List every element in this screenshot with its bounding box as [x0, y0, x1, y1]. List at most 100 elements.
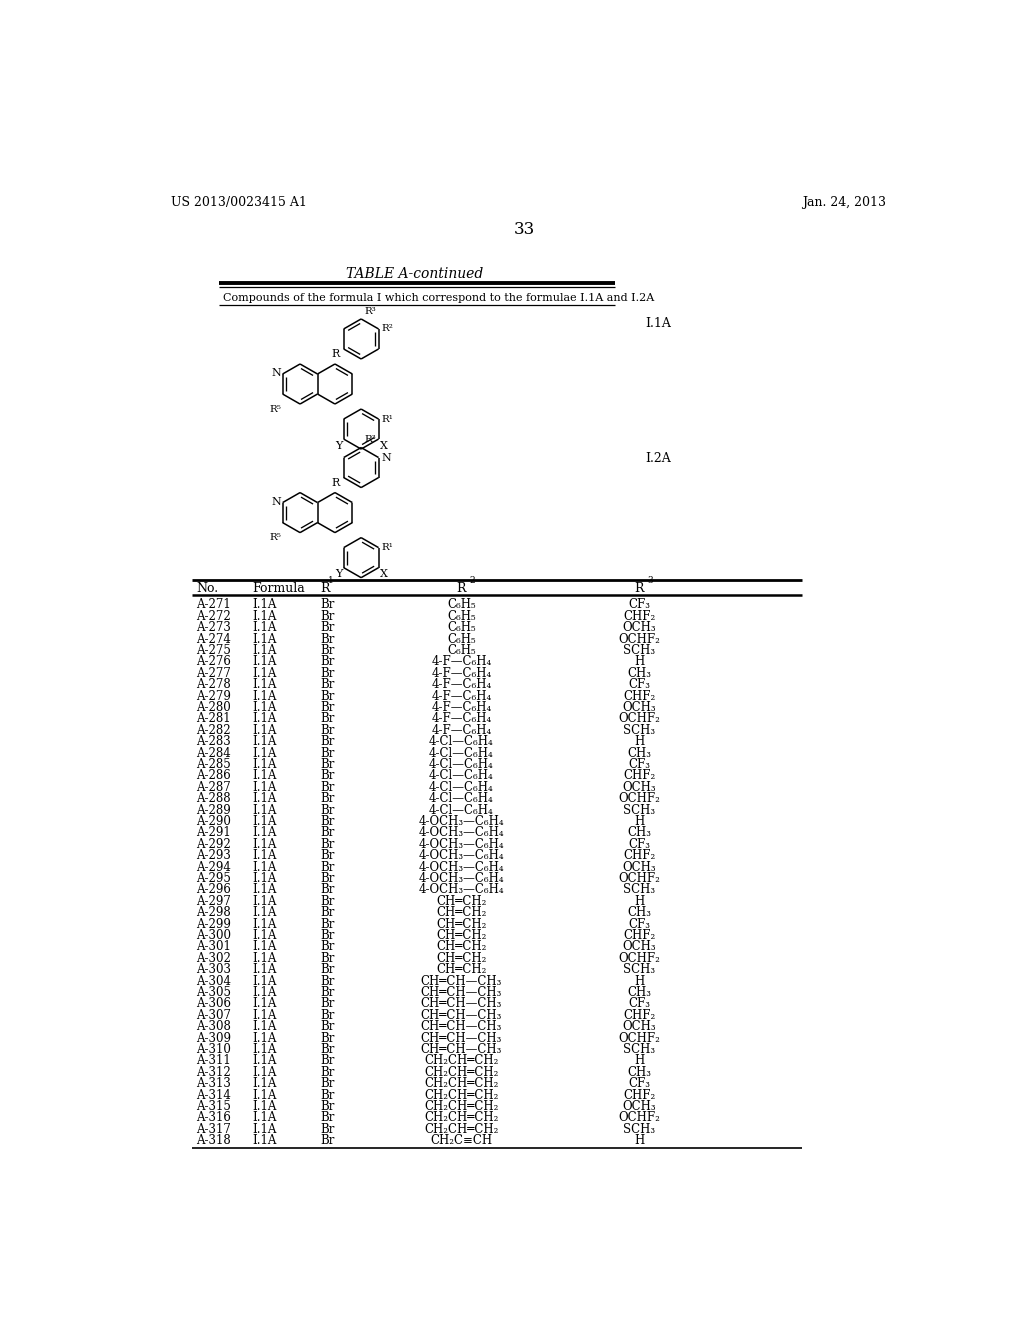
- Text: A-293: A-293: [197, 849, 231, 862]
- Text: 33: 33: [514, 220, 536, 238]
- Text: A-308: A-308: [197, 1020, 231, 1034]
- Text: A-279: A-279: [197, 689, 231, 702]
- Text: Br: Br: [321, 632, 335, 645]
- Text: CH═CH—CH₃: CH═CH—CH₃: [421, 986, 502, 999]
- Text: Br: Br: [321, 838, 335, 851]
- Text: Br: Br: [321, 1111, 335, 1125]
- Text: Br: Br: [321, 770, 335, 783]
- Text: Br: Br: [321, 701, 335, 714]
- Text: SCH₃: SCH₃: [624, 964, 655, 977]
- Text: OCH₃: OCH₃: [623, 861, 656, 874]
- Text: Br: Br: [321, 849, 335, 862]
- Text: N: N: [271, 368, 281, 379]
- Text: Br: Br: [321, 1008, 335, 1022]
- Text: 4-Cl—C₆H₄: 4-Cl—C₆H₄: [429, 792, 494, 805]
- Text: 4-OCH₃—C₆H₄: 4-OCH₃—C₆H₄: [419, 883, 504, 896]
- Text: CH═CH—CH₃: CH═CH—CH₃: [421, 1043, 502, 1056]
- Text: Br: Br: [321, 826, 335, 840]
- Text: 4-OCH₃—C₆H₄: 4-OCH₃—C₆H₄: [419, 849, 504, 862]
- Text: I.1A: I.1A: [252, 826, 276, 840]
- Text: A-300: A-300: [197, 929, 231, 942]
- Text: I.1A: I.1A: [252, 781, 276, 793]
- Text: OCH₃: OCH₃: [623, 701, 656, 714]
- Text: Y: Y: [335, 569, 342, 579]
- Text: A-313: A-313: [197, 1077, 231, 1090]
- Text: Br: Br: [321, 622, 335, 635]
- Text: A-287: A-287: [197, 781, 231, 793]
- Text: CH₃: CH₃: [628, 747, 651, 759]
- Text: CF₃: CF₃: [629, 998, 650, 1010]
- Text: H: H: [635, 1134, 645, 1147]
- Text: 4-F—C₆H₄: 4-F—C₆H₄: [431, 678, 492, 692]
- Text: H: H: [635, 974, 645, 987]
- Text: 4-F—C₆H₄: 4-F—C₆H₄: [431, 723, 492, 737]
- Text: SCH₃: SCH₃: [624, 1043, 655, 1056]
- Text: I.1A: I.1A: [252, 974, 276, 987]
- Text: CH═CH₂: CH═CH₂: [436, 917, 486, 931]
- Text: I.1A: I.1A: [252, 1089, 276, 1101]
- Text: A-294: A-294: [197, 861, 231, 874]
- Text: I.1A: I.1A: [252, 689, 276, 702]
- Text: CF₃: CF₃: [629, 838, 650, 851]
- Text: I.1A: I.1A: [252, 747, 276, 759]
- Text: CH₂CH═CH₂: CH₂CH═CH₂: [424, 1077, 499, 1090]
- Text: I.1A: I.1A: [646, 317, 672, 330]
- Text: I.1A: I.1A: [252, 814, 276, 828]
- Text: CHF₂: CHF₂: [624, 610, 655, 623]
- Text: 4-F—C₆H₄: 4-F—C₆H₄: [431, 713, 492, 726]
- Text: Br: Br: [321, 1065, 335, 1078]
- Text: CH═CH₂: CH═CH₂: [436, 929, 486, 942]
- Text: A-310: A-310: [197, 1043, 231, 1056]
- Text: I.2A: I.2A: [646, 453, 672, 465]
- Text: 4-Cl—C₆H₄: 4-Cl—C₆H₄: [429, 804, 494, 817]
- Text: OCHF₂: OCHF₂: [618, 1031, 660, 1044]
- Text: R: R: [332, 478, 340, 487]
- Text: No.: No.: [197, 582, 218, 594]
- Text: A-301: A-301: [197, 940, 231, 953]
- Text: Br: Br: [321, 804, 335, 817]
- Text: A-291: A-291: [197, 826, 231, 840]
- Text: A-298: A-298: [197, 907, 231, 919]
- Text: A-275: A-275: [197, 644, 231, 657]
- Text: A-278: A-278: [197, 678, 231, 692]
- Text: A-277: A-277: [197, 667, 231, 680]
- Text: R³: R³: [365, 306, 376, 315]
- Text: A-312: A-312: [197, 1065, 231, 1078]
- Text: CH₂CH═CH₂: CH₂CH═CH₂: [424, 1123, 499, 1135]
- Text: R²: R²: [382, 325, 393, 334]
- Text: A-288: A-288: [197, 792, 230, 805]
- Text: CF₃: CF₃: [629, 917, 650, 931]
- Text: 4-Cl—C₆H₄: 4-Cl—C₆H₄: [429, 747, 494, 759]
- Text: 4-OCH₃—C₆H₄: 4-OCH₃—C₆H₄: [419, 873, 504, 884]
- Text: I.1A: I.1A: [252, 644, 276, 657]
- Text: OCH₃: OCH₃: [623, 622, 656, 635]
- Text: CH₂CH═CH₂: CH₂CH═CH₂: [424, 1111, 499, 1125]
- Text: 4-OCH₃—C₆H₄: 4-OCH₃—C₆H₄: [419, 826, 504, 840]
- Text: R³: R³: [365, 436, 376, 445]
- Text: A-311: A-311: [197, 1055, 231, 1068]
- Text: Br: Br: [321, 1043, 335, 1056]
- Text: CH═CH₂: CH═CH₂: [436, 964, 486, 977]
- Text: A-297: A-297: [197, 895, 231, 908]
- Text: N: N: [382, 453, 391, 462]
- Text: C₆H₅: C₆H₅: [446, 632, 475, 645]
- Text: Br: Br: [321, 644, 335, 657]
- Text: I.1A: I.1A: [252, 873, 276, 884]
- Text: N: N: [271, 496, 281, 507]
- Text: R: R: [457, 582, 466, 594]
- Text: I.1A: I.1A: [252, 792, 276, 805]
- Text: H: H: [635, 895, 645, 908]
- Text: Br: Br: [321, 678, 335, 692]
- Text: A-307: A-307: [197, 1008, 231, 1022]
- Text: I.1A: I.1A: [252, 656, 276, 668]
- Text: I.1A: I.1A: [252, 701, 276, 714]
- Text: Br: Br: [321, 814, 335, 828]
- Text: OCH₃: OCH₃: [623, 781, 656, 793]
- Text: I.1A: I.1A: [252, 667, 276, 680]
- Text: A-317: A-317: [197, 1123, 231, 1135]
- Text: Br: Br: [321, 907, 335, 919]
- Text: I.1A: I.1A: [252, 907, 276, 919]
- Text: A-306: A-306: [197, 998, 231, 1010]
- Text: R⁵: R⁵: [269, 405, 281, 413]
- Text: A-285: A-285: [197, 758, 231, 771]
